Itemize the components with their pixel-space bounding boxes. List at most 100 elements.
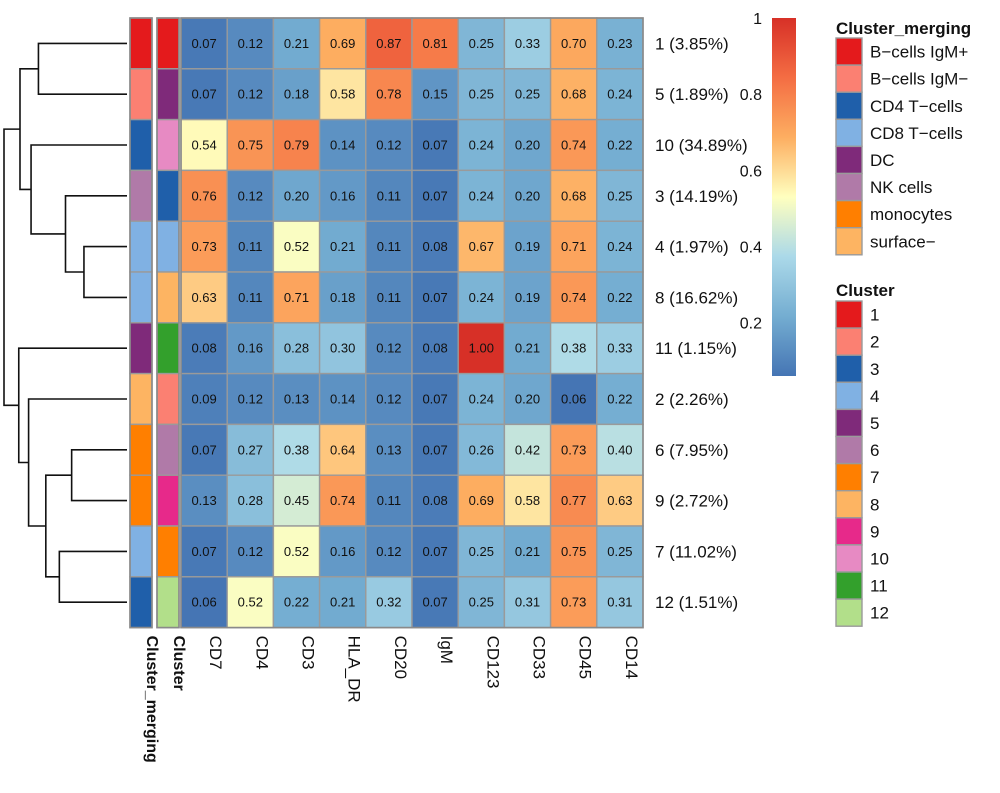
row-label: 11 (1.15%) bbox=[655, 339, 737, 358]
legend-entry-label: NK cells bbox=[870, 178, 932, 197]
legend-entry-label: CD8 T−cells bbox=[870, 124, 963, 143]
annotation-column-label: Cluster_merging bbox=[143, 636, 160, 763]
heatmap-cell bbox=[272, 474, 321, 527]
row-label: 6 (7.95%) bbox=[655, 441, 729, 460]
heatmap-cell bbox=[272, 525, 321, 578]
annotation-cell bbox=[129, 423, 153, 476]
heatmap-cell bbox=[503, 525, 552, 578]
cell-value-label: 0.11 bbox=[238, 290, 262, 305]
heatmap-cell bbox=[411, 372, 459, 426]
cell-value-label: 0.75 bbox=[238, 138, 263, 153]
heatmap-cell bbox=[365, 220, 413, 273]
cell-value-label: 0.20 bbox=[515, 392, 540, 407]
legend-swatch bbox=[835, 172, 863, 202]
cell-value-label: 0.74 bbox=[561, 290, 586, 305]
legend-swatch bbox=[835, 64, 863, 93]
cell-value-label: 0.08 bbox=[422, 239, 447, 254]
legend-entry-label: monocytes bbox=[870, 205, 952, 224]
cell-value-label: 0.63 bbox=[191, 290, 216, 305]
annotation-cell bbox=[156, 68, 180, 121]
annotation-cell bbox=[156, 118, 180, 172]
cell-value-label: 0.33 bbox=[515, 36, 540, 51]
cell-value-label: 0.87 bbox=[376, 36, 401, 51]
legend-entry-label: DC bbox=[870, 151, 895, 170]
cell-value-label: 0.12 bbox=[238, 36, 263, 51]
cell-value-label: 0.07 bbox=[422, 290, 447, 305]
legend-swatch bbox=[835, 91, 863, 120]
legend-entry-label: 9 bbox=[870, 522, 879, 541]
colorbar-tick-label: 0.4 bbox=[740, 240, 762, 257]
row-label: 4 (1.97%) bbox=[655, 238, 729, 257]
heatmap-cell bbox=[596, 68, 644, 121]
heatmap-cell bbox=[318, 169, 367, 222]
legend-entry-label: 11 bbox=[870, 577, 888, 596]
cell-value-label: 0.71 bbox=[284, 290, 309, 305]
row-label: 9 (2.72%) bbox=[655, 492, 729, 511]
cell-value-label: 0.13 bbox=[376, 442, 401, 457]
annotation-cell bbox=[156, 220, 180, 273]
heatmap-border bbox=[180, 17, 644, 629]
heatmap-cell bbox=[457, 423, 506, 476]
cell-value-label: 0.13 bbox=[191, 493, 216, 508]
column-label: CD4 bbox=[252, 636, 271, 670]
cell-value-label: 0.78 bbox=[376, 87, 401, 102]
heatmap-cell bbox=[457, 118, 506, 172]
annotation-cell bbox=[129, 118, 153, 172]
cell-value-label: 0.16 bbox=[238, 341, 263, 356]
cell-value-label: 0.07 bbox=[191, 36, 216, 51]
legend-entry-label: 6 bbox=[870, 441, 879, 460]
annotation-cell bbox=[156, 17, 180, 70]
heatmap-cell bbox=[503, 271, 552, 324]
cell-value-label: 0.25 bbox=[607, 544, 632, 559]
heatmap-cell bbox=[549, 474, 598, 527]
cell-value-label: 0.64 bbox=[330, 442, 355, 457]
cell-value-label: 0.31 bbox=[607, 595, 632, 610]
annotation-cell bbox=[156, 474, 180, 527]
cell-value-label: 0.38 bbox=[561, 341, 586, 356]
cell-value-label: 0.22 bbox=[607, 392, 632, 407]
row-label: 3 (14.19%) bbox=[655, 187, 738, 206]
cell-value-label: 0.12 bbox=[238, 392, 263, 407]
cell-value-label: 0.68 bbox=[561, 87, 586, 102]
heatmap-cell bbox=[503, 220, 552, 273]
cell-value-label: 0.45 bbox=[284, 493, 309, 508]
cell-value-label: 0.11 bbox=[377, 290, 401, 305]
cell-value-label: 0.74 bbox=[330, 493, 355, 508]
row-label: 8 (16.62%) bbox=[655, 288, 738, 307]
legend-entry-label: 1 bbox=[870, 306, 879, 325]
heatmap-cell bbox=[411, 525, 459, 578]
annotation-cell bbox=[129, 576, 153, 629]
heatmap-cell bbox=[318, 271, 367, 324]
cell-value-label: 0.07 bbox=[422, 544, 447, 559]
heatmap-cell bbox=[503, 576, 552, 629]
heatmap-cell bbox=[549, 17, 598, 70]
legend-entry-label: 8 bbox=[870, 495, 879, 514]
cell-value-label: 0.14 bbox=[330, 392, 355, 407]
row-annotations: Cluster_merging Cluster bbox=[129, 17, 187, 763]
heatmap-cell bbox=[411, 68, 459, 121]
cell-value-label: 0.19 bbox=[515, 290, 540, 305]
cell-value-label: 0.11 bbox=[377, 239, 401, 254]
column-label: IgM bbox=[437, 636, 456, 664]
cell-value-label: 0.73 bbox=[561, 442, 586, 457]
cell-value-label: 0.76 bbox=[191, 188, 216, 203]
heatmap-cell bbox=[549, 271, 598, 324]
dendrogram-branch bbox=[30, 144, 127, 235]
cell-value-label: 0.32 bbox=[376, 595, 401, 610]
heatmap-cell bbox=[503, 118, 552, 172]
cell-value-label: 0.07 bbox=[422, 442, 447, 457]
cell-value-label: 0.26 bbox=[469, 442, 494, 457]
heatmap-cell bbox=[365, 474, 413, 527]
cell-value-label: 0.07 bbox=[422, 595, 447, 610]
cell-value-label: 0.13 bbox=[284, 392, 309, 407]
legend-entry-label: B−cells IgM+ bbox=[870, 43, 968, 62]
heatmap-cell bbox=[318, 525, 367, 578]
column-label: CD20 bbox=[391, 636, 410, 679]
colorbar-tick-label: 0.6 bbox=[740, 163, 762, 180]
legend-entry-label: 4 bbox=[870, 387, 879, 406]
heatmap-cell bbox=[503, 423, 552, 476]
heatmap-cell bbox=[503, 68, 552, 121]
cell-value-label: 0.52 bbox=[284, 544, 309, 559]
cell-value-label: 0.25 bbox=[515, 87, 540, 102]
cell-value-label: 0.25 bbox=[469, 87, 494, 102]
